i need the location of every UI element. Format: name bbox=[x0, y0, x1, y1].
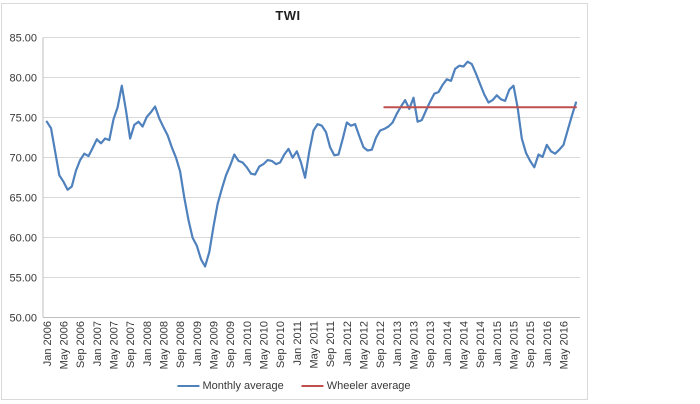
legend-item-monthly-average: Monthly average bbox=[177, 380, 284, 392]
y-axis-tick-label: 75.00 bbox=[9, 113, 37, 125]
legend-label-wheeler-average: Wheeler average bbox=[326, 380, 411, 392]
x-axis-tick-label: Jan 2011 bbox=[292, 321, 304, 365]
x-axis-tick-label: May 2009 bbox=[208, 321, 220, 369]
x-axis-tick-label: Sep 2013 bbox=[425, 321, 437, 368]
x-axis-tick-label: May 2008 bbox=[158, 321, 170, 369]
x-axis-tick-label: Jan 2008 bbox=[142, 321, 154, 366]
x-axis-tick-label: May 2010 bbox=[258, 321, 270, 369]
x-axis-tick-label: Sep 2015 bbox=[525, 321, 537, 368]
x-axis-tick-label: Jan 2006 bbox=[42, 321, 54, 366]
x-axis-tick-label: Jan 2010 bbox=[242, 321, 254, 366]
x-axis-tick-label: Jan 2009 bbox=[192, 321, 204, 366]
y-axis-tick-label: 70.00 bbox=[9, 153, 37, 165]
monthly-average-line-swatch bbox=[177, 385, 200, 387]
x-axis-tick-label: Jan 2012 bbox=[342, 321, 354, 366]
legend-item-wheeler-average: Wheeler average bbox=[301, 380, 411, 392]
x-axis-tick-label: May 2007 bbox=[108, 321, 120, 369]
x-axis-tick-label: Jan 2016 bbox=[542, 321, 554, 366]
legend: Monthly average Wheeler average bbox=[177, 380, 411, 392]
x-axis-tick-label: Sep 2009 bbox=[225, 321, 237, 368]
x-axis-tick-label: Sep 2014 bbox=[475, 321, 487, 368]
x-axis-tick-label: Sep 2006 bbox=[75, 321, 87, 368]
x-axis-tick-label: Jan 2007 bbox=[92, 321, 104, 366]
x-axis-tick-label: Jan 2014 bbox=[442, 321, 454, 366]
x-axis-tick-label: Sep 2011 bbox=[325, 321, 337, 367]
x-axis-tick-label: Sep 2008 bbox=[175, 321, 187, 368]
monthly-average-line bbox=[45, 60, 578, 268]
y-axis-tick-label: 85.00 bbox=[9, 33, 37, 45]
x-axis-tick-label: May 2016 bbox=[558, 321, 570, 369]
x-axis-tick-label: Sep 2010 bbox=[275, 321, 287, 368]
x-axis-tick-label: Jan 2013 bbox=[392, 321, 404, 366]
wheeler-average-line-swatch bbox=[301, 385, 324, 387]
x-axis-tick-label: May 2013 bbox=[408, 321, 420, 369]
x-axis-tick-label: Sep 2012 bbox=[375, 321, 387, 368]
y-axis-tick-label: 65.00 bbox=[9, 193, 37, 205]
y-axis-tick-label: 50.00 bbox=[9, 313, 37, 325]
chart-frame bbox=[1, 3, 588, 400]
y-axis-tick-label: 80.00 bbox=[9, 73, 37, 85]
x-axis-tick-label: May 2015 bbox=[508, 321, 520, 369]
x-axis-tick-label: Jan 2015 bbox=[492, 321, 504, 366]
x-axis-tick-label: Sep 2007 bbox=[125, 321, 137, 368]
legend-label-monthly-average: Monthly average bbox=[202, 380, 284, 392]
y-axis-tick-label: 55.00 bbox=[9, 273, 37, 285]
x-axis-tick-label: May 2006 bbox=[58, 321, 70, 369]
x-axis-tick-label: May 2012 bbox=[358, 321, 370, 369]
y-axis-tick-label: 60.00 bbox=[9, 233, 37, 245]
x-axis-tick-label: May 2014 bbox=[458, 321, 470, 369]
chart-title: TWI bbox=[275, 8, 301, 23]
x-axis-tick-label: May 2011 bbox=[308, 321, 320, 369]
